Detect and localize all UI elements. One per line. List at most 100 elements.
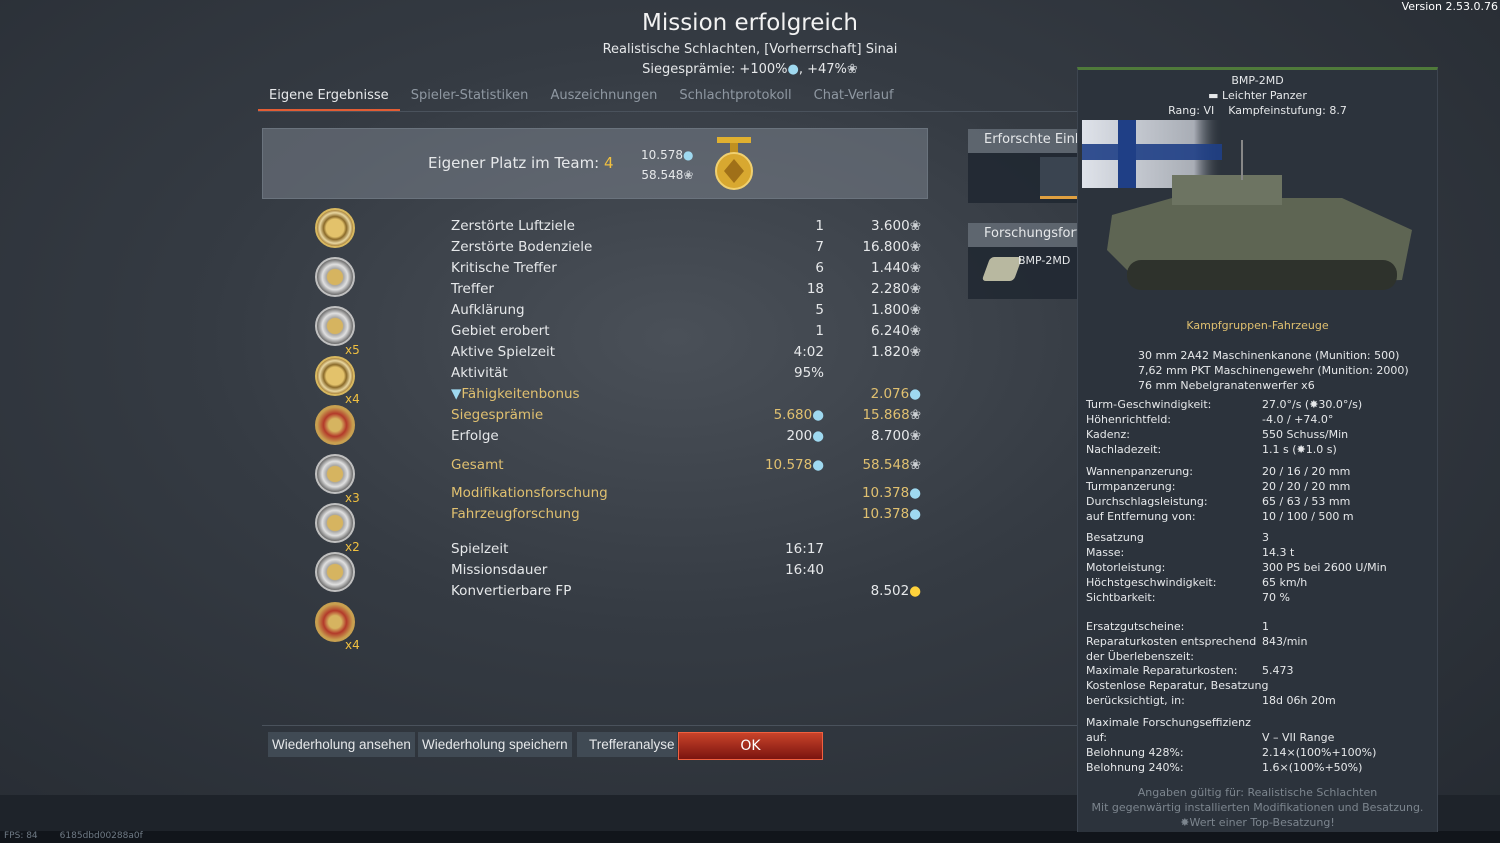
result-count: 18	[806, 281, 824, 297]
view-replay-button[interactable]: Wiederholung ansehen	[268, 732, 415, 757]
stat-row: Durchschlagsleistung: 65 / 63 / 53 mm	[1086, 495, 1431, 510]
stat-value: 1.1 s (✸1.0 s)	[1262, 443, 1337, 456]
stat-row: berücksichtigt, in: 18d 06h 20m	[1086, 694, 1431, 709]
result-count: 95%	[793, 365, 824, 381]
award-badge-icon[interactable]	[315, 503, 355, 544]
result-row: Fahrzeugforschung 10.378●	[451, 506, 921, 526]
stat-value: 20 / 16 / 20 mm	[1262, 465, 1351, 478]
result-row: Aufklärung 5 1.800❀	[451, 302, 921, 322]
victory-bonus: Siegesprämie: +100%●, +47%❀	[642, 62, 858, 77]
stat-value: 14.3 t	[1262, 546, 1295, 559]
session-id: 6185dbd00288a0f	[59, 831, 143, 841]
award-badge-icon[interactable]	[315, 404, 355, 445]
version-label: Version 2.53.0.76	[1401, 0, 1498, 13]
result-count: 7	[815, 239, 824, 255]
award-badge-icon[interactable]	[315, 306, 355, 347]
award-badge-icon[interactable]	[315, 454, 355, 494]
tooltip-note: Angaben gültig für: Realistische Schlach…	[1137, 786, 1378, 799]
stat-label: Maximale Forschungseffizienz	[1086, 716, 1251, 729]
stat-label: berücksichtigt, in:	[1086, 694, 1185, 707]
award-badge-icon[interactable]	[315, 601, 355, 642]
research-points-icon: ●	[812, 457, 824, 473]
result-reward: 2.280	[871, 281, 910, 297]
tab-0[interactable]: Eigene Ergebnisse	[258, 84, 400, 111]
stat-row: Kostenlose Reparatur, Besatzung	[1086, 679, 1431, 694]
save-replay-button[interactable]: Wiederholung speichern	[418, 732, 572, 757]
result-label: Fahrzeugforschung	[451, 506, 580, 522]
hit-analysis-button[interactable]: Trefferanalyse	[577, 732, 677, 757]
stat-value: 300 PS bei 2600 U/Min	[1262, 561, 1387, 574]
silver-lions-icon: ❀	[909, 428, 921, 444]
page-title: Mission erfolgreich	[641, 10, 859, 36]
award-badge-icon[interactable]	[315, 257, 355, 298]
stat-value: 20 / 20 / 20 mm	[1262, 480, 1351, 493]
stat-value: 70 %	[1262, 591, 1290, 604]
stat-label: Maximale Reparaturkosten:	[1086, 664, 1238, 677]
research-progress-slot[interactable]: BMP-2MD	[968, 247, 1088, 299]
stat-label: Kadenz:	[1086, 428, 1130, 441]
tab-1[interactable]: Spieler-Statistiken	[410, 88, 529, 103]
award-badge-icon[interactable]	[315, 208, 355, 248]
tab-3[interactable]: Schlachtprotokoll	[679, 88, 792, 103]
result-row: Aktive Spielzeit 4:02 1.820❀	[451, 344, 921, 364]
result-label: Siegesprämie	[451, 407, 544, 423]
stat-row: auf: V – VII Range	[1086, 731, 1431, 746]
stat-value: 65 km/h	[1262, 576, 1308, 589]
result-label: Aktive Spielzeit	[451, 344, 556, 360]
silver-lions-icon: ❀	[909, 281, 921, 297]
tab-2[interactable]: Auszeichnungen	[550, 88, 658, 103]
stat-row: Nachladezeit: 1.1 s (✸1.0 s)	[1086, 443, 1431, 458]
researched-units-slot[interactable]	[968, 153, 1088, 203]
result-row: Erfolge 200● 8.700❀	[451, 428, 921, 448]
team-place-panel: Eigener Platz im Team: 4 10.578● 58.548❀	[262, 128, 928, 199]
stat-label: Wannenpanzerung:	[1086, 465, 1193, 478]
stat-label: Turm-Geschwindigkeit:	[1086, 398, 1212, 411]
vehicle-image	[1082, 120, 1412, 290]
result-count: 6	[815, 260, 824, 276]
stat-label: auf:	[1086, 731, 1107, 744]
stat-row: Besatzung 3	[1086, 531, 1431, 546]
vehicle-group: Kampfgruppen-Fahrzeuge	[1186, 319, 1329, 332]
result-label: Zerstörte Luftziele	[451, 218, 575, 234]
result-count: 16:17	[785, 541, 824, 557]
result-label: Aktivität	[451, 365, 508, 381]
tab-4[interactable]: Chat-Verlauf	[813, 88, 894, 103]
stat-value: -4.0 / +74.0°	[1262, 413, 1334, 426]
result-count: 200	[786, 428, 813, 444]
award-badge-icon[interactable]	[315, 552, 355, 593]
result-row: Konvertierbare FP 8.502●	[451, 583, 921, 603]
result-reward: 2.076	[870, 386, 910, 402]
stat-label: Masse:	[1086, 546, 1125, 559]
award-badge-icon[interactable]	[315, 355, 355, 396]
stat-row: Kadenz: 550 Schuss/Min	[1086, 428, 1431, 443]
result-label: Zerstörte Bodenziele	[451, 239, 593, 255]
stat-row: Höhenrichtfeld: -4.0 / +74.0°	[1086, 413, 1431, 428]
skill-bonus-icon: ▼	[451, 386, 462, 402]
result-label: Gebiet erobert	[451, 323, 550, 339]
result-row: Zerstörte Luftziele 1 3.600❀	[451, 218, 921, 238]
research-vehicle-name: BMP-2MD	[1018, 254, 1071, 267]
result-row: Treffer 18 2.280❀	[451, 281, 921, 301]
silver-lions-icon: ❀	[909, 323, 921, 339]
result-row: Kritische Treffer 6 1.440❀	[451, 260, 921, 280]
result-row: Gebiet erobert 1 6.240❀	[451, 323, 921, 343]
stat-label: Höhenrichtfeld:	[1086, 413, 1172, 426]
result-row: Gesamt 10.578● 58.548❀	[451, 457, 921, 477]
stat-value: 5.473	[1262, 664, 1294, 677]
weapon-item: 7,62 mm PKT Maschinengewehr (Munition: 2…	[1138, 364, 1409, 377]
result-count: 4:02	[793, 344, 824, 360]
result-reward: 10.378	[861, 485, 910, 501]
award-multiplier: x4	[345, 392, 360, 407]
ok-button[interactable]: OK	[678, 732, 823, 760]
stat-row: Maximale Reparaturkosten: 5.473	[1086, 664, 1431, 679]
result-reward: 1.800	[871, 302, 910, 318]
tab-bar: Eigene Ergebnisse Spieler-Statistiken Ausz…	[258, 84, 1108, 112]
result-row: Spielzeit 16:17	[451, 541, 921, 561]
silver-lions-icon: ❀	[846, 62, 858, 77]
research-points-icon: ●	[812, 428, 824, 444]
silver-lions-icon: ❀	[909, 457, 921, 473]
stat-row: Belohnung 240%: 1.6×(100%+50%)	[1086, 761, 1431, 776]
mission-subtitle: Realistische Schlachten, [Vorherrschaft]…	[602, 42, 898, 57]
stat-row: Ersatzgutscheine: 1	[1086, 620, 1431, 635]
place-sl: 58.548	[641, 168, 684, 182]
